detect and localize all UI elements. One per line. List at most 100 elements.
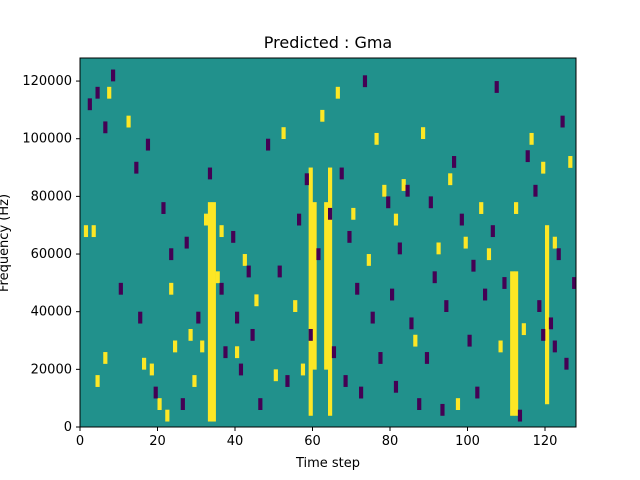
x-axis: 0 20 40 60 80 100 120 — [76, 427, 558, 449]
dark-cell — [134, 161, 139, 174]
dark-cell — [118, 282, 123, 295]
yellow-cell — [173, 340, 178, 353]
dark-cell — [246, 265, 251, 278]
dark-cell — [308, 328, 313, 341]
dark-cell — [490, 225, 495, 238]
dark-cell — [541, 328, 546, 341]
dark-cell — [207, 167, 213, 180]
dark-cell — [87, 98, 92, 111]
dark-cell — [444, 300, 449, 312]
dark-cell — [231, 230, 236, 243]
yellow-band-cell — [328, 167, 333, 416]
yellow-cell — [514, 202, 519, 214]
dark-cell — [297, 213, 302, 226]
dark-cell — [572, 277, 577, 289]
dark-cell — [475, 386, 480, 399]
yellow-band-cell — [312, 202, 317, 370]
x-tick-label: 80 — [382, 434, 399, 449]
dark-cell — [235, 311, 240, 324]
dark-cell — [145, 138, 151, 151]
yellow-cell — [254, 294, 259, 307]
y-tick-label: 100000 — [22, 132, 72, 147]
yellow-band-cell — [545, 225, 550, 405]
dark-cell — [304, 173, 309, 186]
dark-cell — [517, 409, 523, 422]
yellow-cell — [149, 363, 154, 376]
yellow-cell — [393, 213, 399, 226]
dark-cell — [424, 352, 430, 364]
yellow-cell — [103, 352, 108, 364]
x-tick-label: 120 — [533, 434, 558, 449]
yellow-cell — [463, 236, 468, 249]
dark-cell — [548, 317, 554, 330]
dark-cell — [223, 346, 228, 359]
yellow-cell — [107, 86, 112, 99]
yellow-cell — [413, 334, 418, 347]
dark-cell — [153, 386, 158, 399]
dark-cell — [483, 288, 488, 301]
yellow-cell — [235, 346, 240, 359]
dark-cell — [452, 156, 457, 168]
yellow-cell — [448, 173, 453, 186]
dark-cell — [397, 242, 402, 255]
yellow-cell — [382, 184, 387, 197]
dark-cell — [428, 196, 433, 209]
yellow-cell — [169, 282, 174, 295]
dark-cell — [552, 340, 557, 353]
dark-cell — [184, 236, 189, 249]
x-tick-label: 40 — [227, 434, 244, 449]
dark-cell — [564, 357, 569, 370]
dark-cell — [390, 288, 395, 301]
yellow-cell — [498, 340, 503, 353]
yellow-cell — [142, 357, 147, 370]
yellow-cell — [126, 115, 131, 128]
plot-area — [79, 57, 577, 428]
yellow-cell — [421, 127, 426, 140]
y-tick-label: 120000 — [22, 74, 72, 89]
dark-cell — [409, 317, 414, 330]
dark-cell — [362, 75, 368, 88]
yellow-cell — [320, 109, 325, 122]
yellow-cell — [83, 225, 89, 238]
chart-title: Predicted : Gma — [264, 33, 392, 52]
dark-cell — [560, 115, 565, 128]
yellow-cell — [293, 300, 298, 312]
yellow-cell — [486, 248, 492, 261]
yellow-cell — [335, 86, 340, 99]
x-tick-label: 60 — [304, 434, 321, 449]
dark-cell — [258, 398, 263, 410]
yellow-cell — [479, 202, 484, 214]
yellow-cell — [401, 179, 406, 191]
x-axis-label: Time step — [295, 456, 360, 471]
dark-cell — [111, 69, 116, 82]
dark-cell — [169, 248, 174, 261]
dark-cell — [219, 282, 224, 295]
dark-cell — [355, 282, 360, 295]
dark-cell — [417, 398, 422, 410]
yellow-band-cell — [308, 167, 313, 416]
yellow-cell — [529, 132, 534, 145]
dark-cell — [359, 386, 364, 399]
yellow-cell — [541, 161, 546, 174]
yellow-cell — [192, 375, 197, 387]
dark-cell — [138, 311, 143, 324]
dark-cell — [196, 311, 201, 324]
yellow-band-cell — [510, 271, 515, 416]
yellow-cell — [521, 323, 526, 336]
yellow-cell — [366, 254, 371, 266]
yellow-band-cell — [324, 202, 329, 370]
yellow-cell — [374, 132, 379, 145]
yellow-band-cell — [207, 202, 213, 422]
y-axis: 0 20000 40000 60000 80000 100000 120000 — [22, 74, 80, 435]
dark-cell — [370, 311, 375, 324]
dark-cell — [502, 277, 507, 289]
dark-cell — [471, 259, 476, 272]
y-tick-label: 60000 — [31, 247, 72, 262]
x-tick-label: 20 — [149, 434, 166, 449]
dark-cell — [103, 121, 108, 134]
dark-cell — [250, 328, 255, 341]
y-tick-label: 80000 — [31, 189, 72, 204]
dark-cell — [525, 150, 530, 163]
yellow-band-cell — [514, 271, 519, 416]
